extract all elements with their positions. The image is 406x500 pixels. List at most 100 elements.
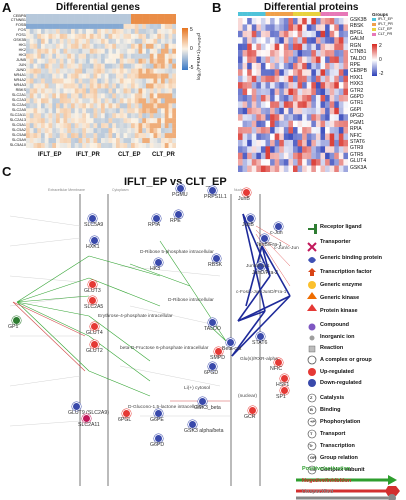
heatmap-a-cell: [104, 98, 109, 104]
heatmap-a-cell: [78, 14, 83, 20]
heatmap-a-cell: [149, 63, 154, 69]
heatmap-a-cell: [161, 83, 165, 89]
heatmap-b-cell: [338, 120, 344, 128]
heatmap-a-cell: [101, 48, 105, 54]
heatmap-b-cell: [306, 18, 312, 25]
heatmap-a-cell: [146, 23, 150, 30]
heatmap-a-cell: [41, 38, 45, 44]
heatmap-a-cell: [41, 58, 45, 64]
heatmap-b-cell: [265, 37, 271, 44]
heatmap-a-cell: [44, 78, 49, 84]
gene-label: SLC5A8: [11, 132, 26, 137]
heatmap-b-cell: [329, 43, 335, 51]
legend-label: Generic kinase: [320, 295, 360, 301]
heatmap-b-cell: [306, 139, 312, 147]
heatmap-b-cell: [238, 159, 243, 166]
heatmap-a-cell: [146, 33, 150, 40]
heatmap-a-cell: [48, 14, 53, 20]
heatmap-a-cell: [161, 58, 165, 64]
heatmap-a-cell: [161, 113, 165, 119]
heatmap-b-cell: [325, 50, 330, 57]
heatmap-b-cell: [343, 62, 348, 70]
heatmap-b-cell: [302, 152, 307, 160]
heatmap-b-cell: [274, 43, 280, 51]
heatmap-b-cell: [283, 139, 289, 147]
heatmap-b-cell: [247, 75, 252, 83]
heatmap-b-cell: [315, 139, 321, 147]
heatmap-b-cell: [247, 133, 252, 141]
heatmap-a-cell: [82, 103, 87, 109]
heatmap-a-cell: [101, 83, 105, 89]
heatmap-a-cell: [37, 113, 42, 119]
heatmap-a-cell: [74, 68, 79, 74]
heatmap-a-cell: [97, 88, 102, 94]
heatmap-a-cell: [41, 53, 45, 59]
heatmap-b-cell: [311, 127, 317, 134]
heatmap-a-cell: [119, 53, 124, 59]
heatmap-a-cell: [127, 28, 132, 35]
heatmap-a-cell: [149, 38, 154, 44]
heatmap-a-cell: [41, 33, 45, 40]
heatmap-a-cell: [138, 14, 143, 20]
heatmap-b-cell: [329, 120, 335, 128]
heatmap-a-cell: [168, 88, 173, 94]
heatmap-a-cell: [172, 123, 176, 129]
heatmap-b-cell: [297, 69, 303, 76]
mechanism-label: Group relation: [320, 455, 358, 461]
heatmap-a-cell: [56, 93, 60, 99]
heatmap-a-cell: [63, 123, 68, 129]
heatmap-a-cell: [134, 14, 139, 20]
heatmap-a-cell: [52, 108, 57, 114]
heatmap-a-cell: [44, 14, 49, 20]
heatmap-a-cell: [116, 103, 120, 109]
heatmap-a-cell: [138, 128, 143, 134]
heatmap-a-cell: [142, 128, 147, 134]
heatmap-a-cell: [44, 53, 49, 59]
heatmap-a-cell: [116, 138, 120, 144]
heatmap-a-cell: [127, 14, 132, 20]
heatmap-a-cell: [142, 53, 147, 59]
heatmap-a-cell: [97, 68, 102, 74]
heatmap-a-cell: [48, 103, 53, 109]
heatmap-a-cell: [41, 143, 45, 148]
heatmap-b-cell: [247, 62, 252, 70]
heatmap-b-cell: [320, 56, 326, 64]
heatmap-b-cell: [247, 56, 252, 64]
heatmap-a-cell: [44, 73, 49, 79]
heatmap-a-cell: [67, 133, 72, 139]
heatmap-a-cell: [149, 103, 154, 109]
heatmap-a-cell: [108, 88, 113, 94]
gene-label: SLC5A10: [9, 142, 26, 147]
heatmap-b-cell: [270, 18, 275, 25]
heatmap-a-cell: [97, 128, 102, 134]
heatmap-a-cell: [127, 128, 132, 134]
gene-label: HK1: [18, 43, 26, 48]
heatmap-a-cell: [104, 93, 109, 99]
heatmap-a-cell: [161, 128, 165, 134]
heatmap-a-cell: [108, 103, 113, 109]
heatmap-b-cell: [334, 75, 340, 83]
heatmap-b-cell: [315, 152, 321, 160]
heatmap-a-cell: [63, 133, 68, 139]
heatmap-a-cell: [82, 73, 87, 79]
heatmap-a-cell: [41, 14, 45, 20]
heatmap-a-cell: [48, 38, 53, 44]
heatmap-b-cell: [251, 120, 257, 128]
heatmap-a-cell: [44, 23, 49, 30]
heatmap-a-cell: [168, 23, 173, 30]
heatmap-b-cell: [338, 146, 344, 153]
heatmap-a-cell: [157, 68, 162, 74]
heatmap-b-cell: [297, 37, 303, 44]
heatmap-b-cell: [343, 24, 348, 32]
heatmap-b-cell: [238, 50, 243, 57]
heatmap-a-cell: [97, 14, 102, 20]
heatmap-a-cell: [157, 128, 162, 134]
heatmap-a-cell: [41, 123, 45, 129]
heatmap-a-cell: [134, 73, 139, 79]
heatmap-a-cell: [127, 93, 132, 99]
heatmap-a-cell: [78, 63, 83, 69]
heatmap-b-cell: [306, 120, 312, 128]
heatmap-a-cell: [138, 113, 143, 119]
protein-label: BPGL: [350, 29, 364, 36]
heatmap-b-cell: [283, 56, 289, 64]
